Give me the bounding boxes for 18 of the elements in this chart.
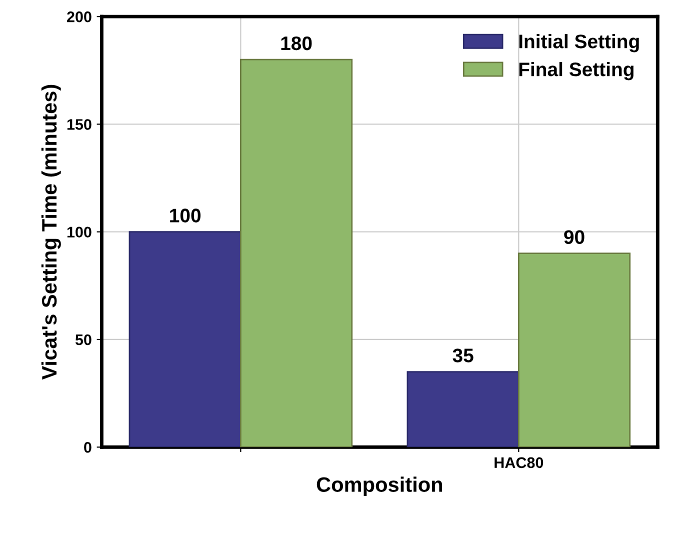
y-tick-label: 100 — [67, 226, 92, 238]
data-label: 90 — [564, 230, 584, 244]
legend-label: Initial Setting — [519, 34, 639, 52]
data-label: 100 — [170, 208, 201, 222]
bar — [240, 58, 353, 448]
bar — [518, 252, 631, 448]
bar — [128, 231, 242, 448]
y-tick-label: 150 — [67, 119, 92, 130]
bar — [406, 371, 520, 448]
y-tick-label: 200 — [67, 11, 92, 22]
data-label: 180 — [281, 36, 312, 50]
data-label: 35 — [452, 348, 474, 362]
x-axis-title: Composition — [316, 476, 442, 496]
x-tick-label: HAC80 — [494, 457, 544, 468]
legend-label: Final Setting — [519, 62, 634, 80]
y-axis-title: Vicat's Setting Time (minutes) — [41, 84, 61, 380]
y-tick-label: 0 — [84, 442, 92, 453]
y-tick-label: 50 — [75, 334, 92, 346]
